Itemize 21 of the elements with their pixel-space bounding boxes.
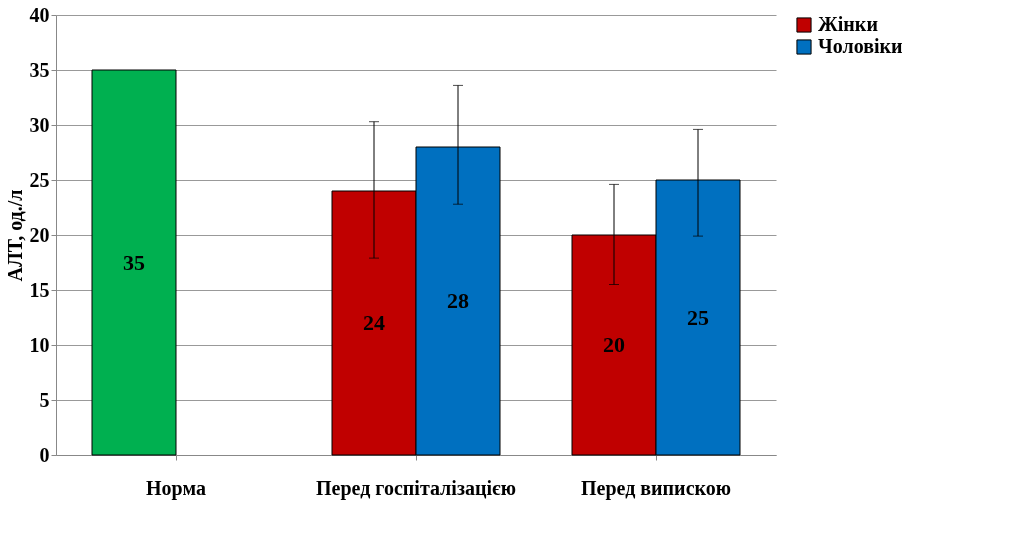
y-tick-label: 30: [29, 113, 50, 136]
bar: [91, 69, 177, 456]
y-tick-label: 35: [29, 58, 50, 81]
data-label: 24: [363, 310, 385, 335]
x-tick-label: Перед випискою: [580, 476, 732, 500]
y-tick-label: 25: [29, 168, 50, 191]
y-tick-label: 5: [39, 388, 50, 411]
y-tick-label: 20: [29, 223, 50, 246]
y-axis-title: АЛТ, од./л: [3, 189, 26, 282]
x-tick-label: Норма: [146, 476, 206, 500]
y-tick-label: 15: [29, 278, 50, 301]
legend-label: Чоловіки: [818, 35, 903, 57]
y-tick-label: 0: [39, 443, 50, 466]
y-tick-label: 40: [29, 3, 50, 26]
x-tick-label: Перед госпіталізацією: [316, 476, 516, 500]
data-label: 35: [123, 249, 145, 275]
y-tick-label: 10: [29, 333, 50, 356]
data-label: 25: [687, 304, 709, 330]
legend-label: Жінки: [818, 13, 878, 35]
data-label: 20: [603, 332, 625, 357]
data-label: 28: [447, 288, 469, 313]
